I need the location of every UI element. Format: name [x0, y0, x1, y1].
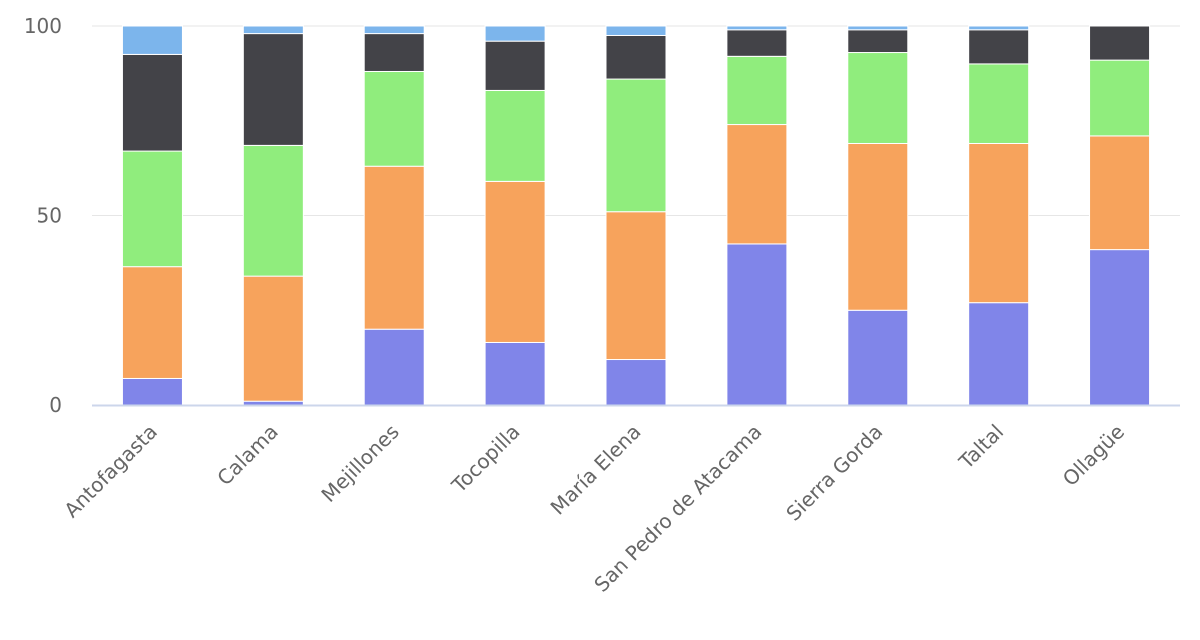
- bar-segment[interactable]: [605, 78, 667, 213]
- bar-segment[interactable]: [242, 144, 304, 277]
- bar-segment[interactable]: [605, 34, 667, 80]
- bar-segment[interactable]: [484, 89, 546, 182]
- bar-segment[interactable]: [726, 55, 788, 126]
- bar-segment[interactable]: [847, 29, 909, 54]
- bar-segment[interactable]: [968, 302, 1030, 406]
- bars: [121, 25, 1151, 406]
- x-axis: Antofagasta Calama Mejillones Tocopilla Marí…: [59, 420, 1129, 597]
- x-tick-label: Sierra Gorda: [781, 420, 887, 526]
- bar-segment[interactable]: [847, 309, 909, 406]
- x-tick-label: María Elena: [546, 420, 646, 520]
- bar-segment[interactable]: [968, 29, 1030, 65]
- bar-segment[interactable]: [242, 400, 304, 406]
- bar-segment[interactable]: [1089, 249, 1151, 406]
- bar-segment[interactable]: [605, 211, 667, 361]
- y-tick-label: 50: [37, 204, 62, 228]
- bar-segment[interactable]: [847, 25, 909, 31]
- y-axis: 0 50 100: [24, 14, 62, 417]
- bar-segment[interactable]: [121, 150, 183, 268]
- bar-segment[interactable]: [484, 25, 546, 42]
- bar-segment[interactable]: [484, 180, 546, 343]
- bar-segment[interactable]: [121, 25, 183, 55]
- bar-segment[interactable]: [363, 70, 425, 167]
- bar-segment[interactable]: [363, 33, 425, 72]
- x-tick-label: Taltal: [953, 420, 1008, 475]
- x-tick-label: Antofagasta: [59, 420, 162, 523]
- bar-segment[interactable]: [242, 33, 304, 146]
- bar-segment[interactable]: [968, 25, 1030, 31]
- bar-segment[interactable]: [121, 53, 183, 152]
- bar-segment[interactable]: [484, 341, 546, 406]
- bar-segment[interactable]: [121, 377, 183, 406]
- bar-segment[interactable]: [726, 124, 788, 245]
- x-tick-label: Ollagüe: [1058, 420, 1129, 491]
- bar-segment[interactable]: [1089, 25, 1151, 61]
- bar-segment[interactable]: [726, 29, 788, 57]
- bar-segment[interactable]: [847, 142, 909, 311]
- bar-segment[interactable]: [968, 142, 1030, 304]
- x-tick-label: Calama: [212, 420, 283, 491]
- bar-segment[interactable]: [605, 359, 667, 406]
- bar-segment[interactable]: [847, 52, 909, 144]
- bar-segment[interactable]: [363, 25, 425, 35]
- y-tick-label: 100: [24, 14, 62, 38]
- bar-segment[interactable]: [1089, 135, 1151, 251]
- bar-segment[interactable]: [363, 328, 425, 406]
- bar-segment[interactable]: [605, 25, 667, 36]
- y-tick-label: 0: [49, 393, 62, 417]
- bar-segment[interactable]: [726, 243, 788, 406]
- bar-segment[interactable]: [1089, 59, 1151, 137]
- bar-segment[interactable]: [968, 63, 1030, 144]
- bar-segment[interactable]: [242, 275, 304, 402]
- bar-segment[interactable]: [363, 165, 425, 330]
- x-tick-label: Mejillones: [316, 420, 403, 507]
- bar-segment[interactable]: [726, 25, 788, 31]
- bar-segment[interactable]: [484, 40, 546, 91]
- bar-segment[interactable]: [242, 25, 304, 35]
- x-tick-label: Tocopilla: [446, 420, 524, 498]
- bar-segment[interactable]: [121, 266, 183, 379]
